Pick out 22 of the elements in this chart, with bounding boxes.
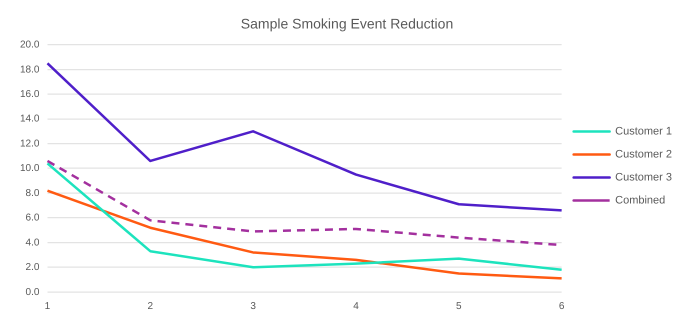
y-tick-label: 2.0	[26, 262, 40, 274]
x-tick-label: 6	[558, 300, 565, 312]
y-tick-label: 10.0	[20, 163, 40, 174]
x-tick-label: 4	[353, 300, 360, 312]
chart-title: Sample Smoking Event Reduction	[240, 15, 454, 32]
x-tick-label: 5	[456, 300, 462, 312]
y-tick-label: 8.0	[26, 188, 40, 199]
y-tick-label: 18.0	[20, 64, 40, 76]
legend-label: Customer 2	[615, 148, 672, 161]
y-tick-label: 4.0	[26, 237, 40, 248]
y-tick-label: 12.0	[20, 138, 40, 150]
x-tick-label: 2	[148, 300, 154, 312]
y-tick-label: 0.0	[26, 286, 40, 298]
legend-label: Customer 1	[615, 126, 672, 138]
x-tick-label: 1	[44, 300, 51, 312]
legend-label: Customer 3	[615, 172, 672, 184]
y-tick-label: 14.0	[20, 114, 40, 125]
y-tick-label: 20.0	[20, 40, 40, 51]
x-tick-label: 3	[250, 300, 256, 312]
legend-label: Combined	[615, 194, 666, 207]
y-tick-label: 16.0	[20, 88, 40, 100]
y-tick-label: 6.0	[26, 212, 40, 224]
